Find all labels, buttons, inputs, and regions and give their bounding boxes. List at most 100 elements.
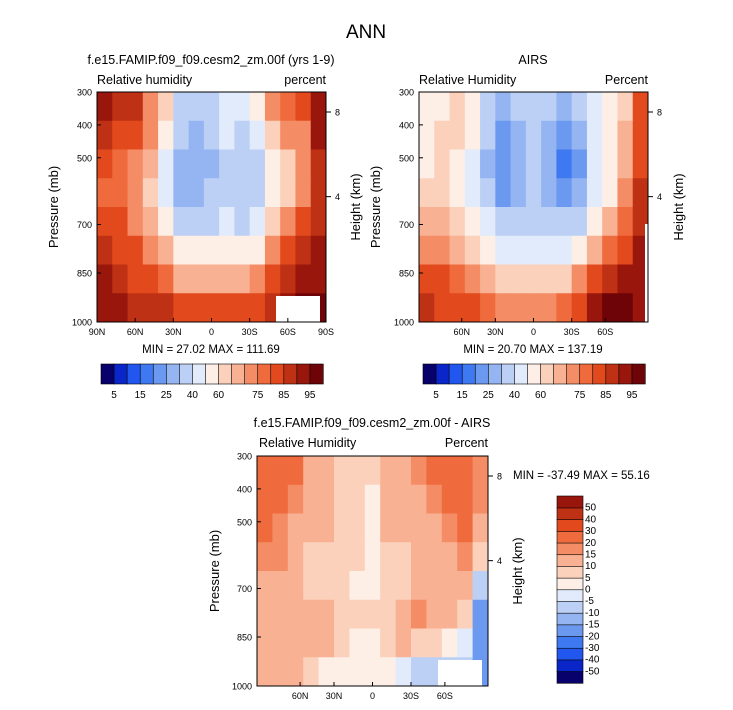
heatmap-cell <box>457 599 474 630</box>
heatmap-cell <box>272 456 289 486</box>
heatmap-cell <box>188 207 205 237</box>
heatmap-cell <box>112 235 129 266</box>
colorbar-swatch <box>487 363 502 385</box>
x-tick-label: 30N <box>165 327 182 337</box>
heatmap-cell <box>334 513 350 543</box>
heatmap-cell <box>364 484 381 515</box>
heatmap-cell <box>234 207 251 237</box>
heatmap-cell <box>303 657 320 686</box>
heatmap-cell <box>127 178 144 208</box>
heatmap-cell <box>264 120 281 151</box>
heatmap-cell <box>142 235 159 266</box>
y-tick-label: 300 <box>77 88 92 98</box>
heatmap-cell <box>457 542 474 572</box>
colorbar-swatch <box>514 363 529 385</box>
colorbar-swatch <box>309 363 324 385</box>
heatmap-cell <box>127 149 144 179</box>
heatmap-cell <box>541 264 557 294</box>
heatmap-cell <box>364 599 381 630</box>
heatmap-cell <box>364 513 381 543</box>
x-tick-label: 30S <box>403 691 419 701</box>
panel-airs-y2-ticks: 84 <box>648 108 662 202</box>
heatmap-cell <box>411 456 427 486</box>
heatmap-cell <box>295 207 312 237</box>
heatmap-cell <box>280 207 297 237</box>
y2-tick-label: 8 <box>657 108 662 118</box>
heatmap-cell <box>510 293 527 322</box>
heatmap-cell <box>395 571 412 601</box>
panel-model-stats: MIN = 27.02 MAX = 111.69 <box>142 344 280 356</box>
heatmap-cell <box>97 92 113 122</box>
heatmap-cell <box>617 120 634 151</box>
heatmap-cell <box>632 178 648 208</box>
heatmap-cell <box>586 178 603 208</box>
heatmap-cell <box>158 293 174 322</box>
heatmap-cell <box>303 571 320 601</box>
heatmap-cell <box>411 542 427 572</box>
heatmap-cell <box>441 542 458 572</box>
heatmap-cell <box>617 207 634 237</box>
heatmap-cell <box>272 484 289 515</box>
heatmap-cell <box>426 542 443 572</box>
x-tick-label: 30N <box>487 327 504 337</box>
heatmap-cell <box>419 293 435 322</box>
heatmap-cell <box>158 235 174 266</box>
heatmap-cell <box>249 149 266 179</box>
heatmap-cell <box>617 178 634 208</box>
panel-airs-heatmap <box>419 92 648 322</box>
colorbar-swatch <box>556 530 584 544</box>
colorbar-swatch <box>218 363 233 385</box>
heatmap-cell <box>188 120 205 151</box>
heatmap-cell <box>203 92 220 122</box>
heatmap-cell <box>142 178 159 208</box>
x-tick-label: 30N <box>326 691 343 701</box>
heatmap-cell <box>287 628 304 658</box>
heatmap-cell <box>495 149 512 179</box>
colorbar-swatch <box>618 363 633 385</box>
panel-difference-y-ticks: 300 400 500 700 850 1000 <box>232 452 261 692</box>
heatmap-cell <box>310 178 326 208</box>
heatmap-cell <box>97 149 113 179</box>
colorbar-swatch <box>165 363 180 385</box>
heatmap-cell <box>495 207 512 237</box>
y2-tick-label: 8 <box>335 108 340 118</box>
heatmap-cell <box>173 149 190 179</box>
colorbar-swatch <box>553 363 568 385</box>
heatmap-cell <box>510 178 527 208</box>
heatmap-cell <box>464 120 481 151</box>
heatmap-cell <box>264 178 281 208</box>
heatmap-cell <box>257 484 273 515</box>
heatmap-cell <box>287 657 304 686</box>
heatmap-cell <box>188 92 205 122</box>
heatmap-cell <box>173 207 190 237</box>
heatmap-cell <box>411 571 427 601</box>
heatmap-cell <box>472 599 488 630</box>
y2-tick-label: 4 <box>497 556 502 566</box>
x-tick-label: 30S <box>564 327 580 337</box>
heatmap-cell <box>310 149 326 179</box>
heatmap-cell <box>541 178 557 208</box>
x-tick-label: 60S <box>597 327 613 337</box>
heatmap-cell <box>457 456 474 486</box>
colorbar-label: 25 <box>161 390 173 401</box>
colorbar-label: 15 <box>585 549 597 560</box>
heatmap-cell <box>219 178 235 208</box>
heatmap-cell <box>441 628 458 658</box>
heatmap-cell <box>525 264 542 294</box>
heatmap-cell <box>617 92 634 122</box>
heatmap-cell <box>349 628 366 658</box>
heatmap-cell <box>334 657 350 686</box>
heatmap-cell <box>97 120 113 151</box>
colorbar-label: 75 <box>574 390 586 401</box>
heatmap-cell <box>112 178 129 208</box>
colorbar-swatch <box>556 565 584 579</box>
colorbar-label: 20 <box>585 538 597 549</box>
heatmap-cell <box>219 120 235 151</box>
heatmap-cell <box>142 149 159 179</box>
colorbar-swatch <box>556 624 584 637</box>
heatmap-cell <box>158 92 174 122</box>
heatmap-cell <box>395 657 412 686</box>
heatmap-cell <box>480 207 496 237</box>
heatmap-cell <box>318 599 335 630</box>
colorbar-swatch <box>474 363 489 385</box>
